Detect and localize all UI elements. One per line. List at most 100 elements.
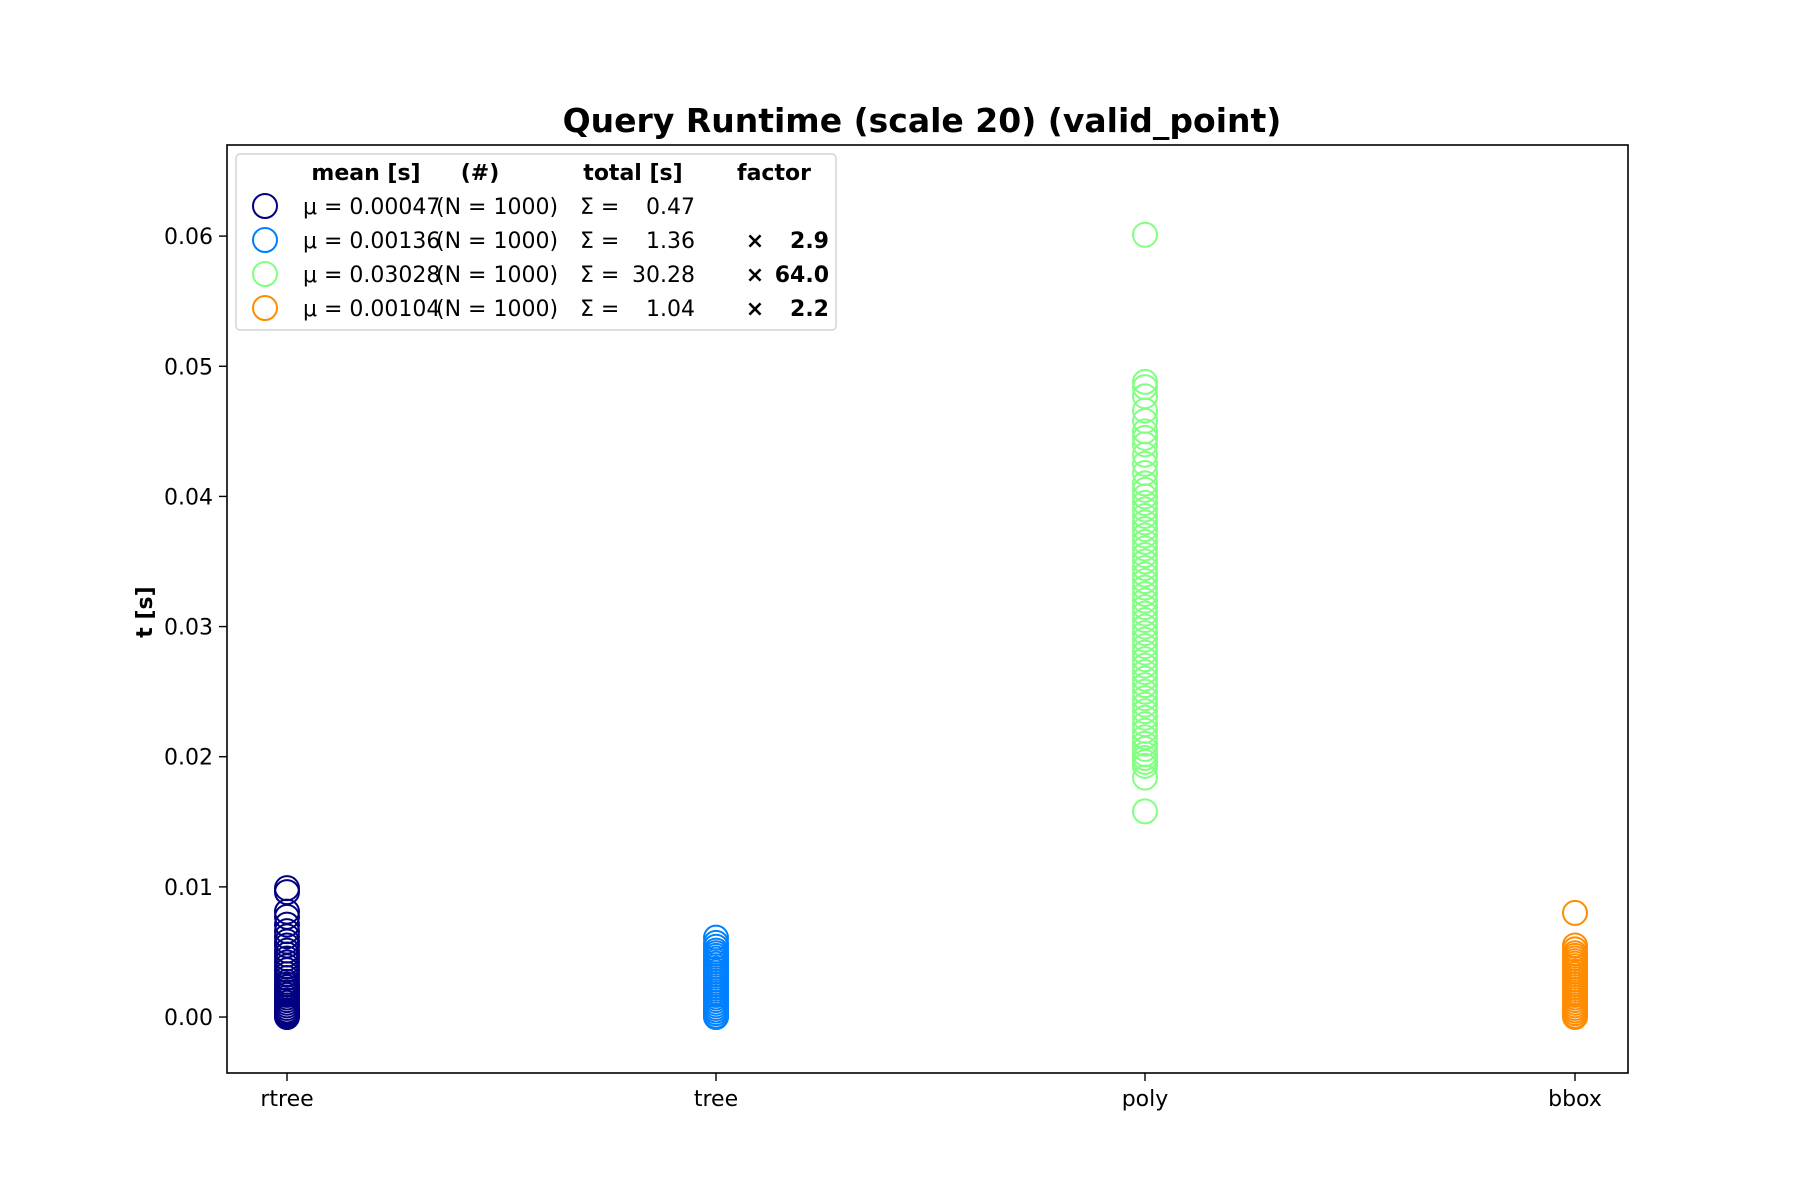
legend-mean-tree: μ = 0.00136: [303, 229, 440, 254]
data-point-poly: [1132, 522, 1158, 549]
data-point-poly: [1132, 581, 1158, 608]
data-point-poly: [1132, 730, 1158, 757]
y-tick-label: 0.04: [164, 485, 213, 510]
y-axis-ticks: 0.00 0.01 0.02 0.03 0.04 0.05 0.06: [164, 225, 227, 1031]
data-point-poly: [1132, 594, 1158, 621]
data-point-poly: [1132, 724, 1158, 751]
legend-header-count: (#): [461, 161, 500, 186]
data-point-poly: [1132, 665, 1158, 692]
data-point-poly: [1132, 698, 1158, 725]
legend-factor-tree: 2.9: [790, 229, 829, 254]
legend-total-poly: 30.28: [632, 263, 695, 288]
legend: mean [s] (#) total [s] factor μ = 0.0004…: [235, 153, 837, 331]
y-tick-label: 0.05: [164, 355, 213, 380]
data-point-poly: [1132, 620, 1158, 647]
data-point-poly: [1132, 639, 1158, 666]
data-point-poly: [1132, 711, 1158, 738]
data-point-poly: [1132, 659, 1158, 686]
legend-factor-poly: 64.0: [775, 263, 829, 288]
data-point-poly: [1132, 509, 1158, 536]
legend-mean-rtree: μ = 0.00047: [303, 195, 440, 220]
data-point-poly: [1132, 652, 1158, 679]
legend-mean-bbox: μ = 0.00104: [303, 297, 440, 322]
y-axis-label: t [s]: [133, 586, 158, 637]
legend-count-rtree: (N = 1000): [436, 195, 558, 220]
data-point-poly: [1132, 555, 1158, 582]
legend-factor-bbox: 2.2: [790, 297, 829, 322]
legend-total-rtree: 0.47: [646, 195, 695, 220]
data-point-poly: [1132, 368, 1158, 395]
y-tick-label: 0.06: [164, 225, 213, 250]
legend-sigma-poly: Σ =: [580, 263, 619, 288]
data-point-poly: [1132, 691, 1158, 718]
data-point-poly: [1132, 459, 1158, 486]
x-tick-label-bbox: bbox: [1548, 1087, 1602, 1112]
legend-header-total: total [s]: [583, 161, 682, 186]
data-point-poly: [1132, 798, 1158, 825]
data-point-poly: [1132, 672, 1158, 699]
data-point-poly: [1132, 502, 1158, 529]
legend-total-tree: 1.36: [646, 229, 695, 254]
data-point-poly: [1132, 678, 1158, 705]
data-point-poly: [1132, 470, 1158, 497]
data-point-poly: [1132, 496, 1158, 523]
plot-points: [274, 221, 1588, 1031]
data-point-poly: [1132, 568, 1158, 595]
legend-marker-poly: [252, 261, 278, 287]
data-point-rtree: [274, 918, 300, 945]
data-point-poly: [1132, 574, 1158, 601]
data-point-rtree: [274, 937, 300, 964]
plot-frame: [226, 144, 1629, 1074]
data-point-poly: [1132, 418, 1158, 445]
x-tick-label-rtree: rtree: [260, 1087, 313, 1112]
data-point-poly: [1132, 424, 1158, 451]
y-tick-label: 0.03: [164, 616, 213, 641]
data-point-poly: [1132, 489, 1158, 516]
y-tick-label: 0.01: [164, 876, 213, 901]
data-point-poly: [1132, 633, 1158, 660]
data-point-poly: [1132, 717, 1158, 744]
legend-sigma-rtree: Σ =: [580, 195, 619, 220]
chart-title: Query Runtime (scale 20) (valid_point): [563, 101, 1282, 140]
y-tick-label: 0.02: [164, 746, 213, 771]
legend-factor-symbol-bbox: ×: [746, 297, 764, 322]
legend-count-poly: (N = 1000): [436, 263, 558, 288]
legend-rows: μ = 0.00047(N = 1000) Σ = 0.47μ = 0.00136(…: [252, 193, 829, 322]
data-point-poly: [1132, 685, 1158, 712]
data-point-poly: [1132, 450, 1158, 477]
legend-marker-tree: [252, 227, 278, 253]
legend-sigma-tree: Σ =: [580, 229, 619, 254]
data-point-poly: [1132, 535, 1158, 562]
legend-count-bbox: (N = 1000): [436, 297, 558, 322]
data-point-poly: [1132, 646, 1158, 673]
legend-total-bbox: 1.04: [646, 297, 695, 322]
legend-count-tree: (N = 1000): [436, 229, 558, 254]
data-point-poly: [1132, 515, 1158, 542]
data-point-poly: [1132, 587, 1158, 614]
legend-sigma-bbox: Σ =: [580, 297, 619, 322]
legend-marker-rtree: [252, 193, 278, 219]
legend-factor-symbol-poly: ×: [746, 263, 764, 288]
data-point-bbox: [1562, 899, 1588, 926]
data-point-tree: [703, 924, 729, 951]
data-point-poly: [1132, 613, 1158, 640]
data-point-poly: [1132, 528, 1158, 555]
data-point-poly: [1132, 607, 1158, 634]
legend-mean-poly: μ = 0.03028: [303, 263, 440, 288]
x-tick-label-tree: tree: [694, 1087, 738, 1112]
data-point-poly: [1132, 626, 1158, 653]
data-point-poly: [1132, 600, 1158, 627]
data-point-poly: [1132, 704, 1158, 731]
data-point-poly: [1132, 221, 1158, 248]
data-point-poly: [1132, 548, 1158, 575]
data-point-poly: [1132, 476, 1158, 503]
y-tick-label: 0.00: [164, 1006, 213, 1031]
legend-frame: [235, 153, 837, 331]
data-point-bbox: [1562, 932, 1588, 959]
data-point-rtree: [274, 875, 300, 902]
data-point-rtree: [274, 911, 300, 938]
legend-header-mean: mean [s]: [311, 161, 420, 186]
data-point-poly: [1132, 383, 1158, 410]
data-point-tree: [703, 929, 729, 956]
